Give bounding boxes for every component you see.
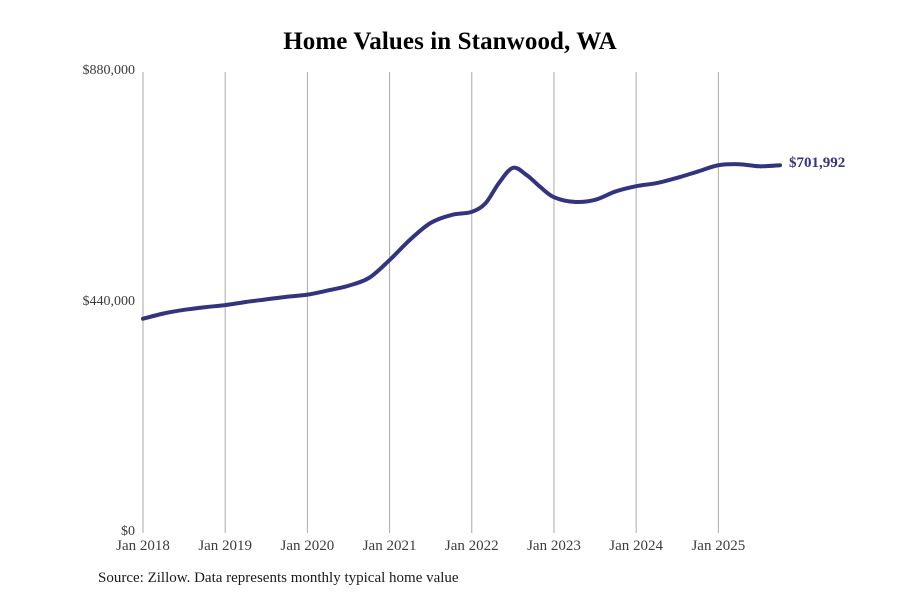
- gridlines: [142, 72, 719, 533]
- y-axis-tick-label: $0: [121, 524, 135, 539]
- x-axis-tick-label: Jan 2019: [198, 538, 253, 554]
- end-value-label: $701,992: [789, 155, 846, 172]
- y-axis-tick-label: $440,000: [82, 293, 136, 309]
- x-axis-tick-label: Jan 2018: [116, 538, 170, 554]
- x-axis-tick-label: Jan 2020: [280, 538, 335, 554]
- line-series: [141, 162, 782, 321]
- x-axis-tick-label: Jan 2021: [362, 538, 417, 554]
- x-axis-tick-label: Jan 2025: [691, 538, 746, 554]
- x-axis-tick-label: Jan 2022: [444, 538, 499, 554]
- source-note: Source: Zillow. Data represents monthly …: [98, 570, 459, 586]
- x-axis-tick-label: Jan 2023: [527, 538, 581, 554]
- series-line: [141, 162, 782, 321]
- x-axis-tick-label: Jan 2024: [609, 538, 664, 554]
- chart-title: Home Values in Stanwood, WA: [283, 28, 617, 55]
- y-axis-tick-label: $880,000: [82, 63, 136, 78]
